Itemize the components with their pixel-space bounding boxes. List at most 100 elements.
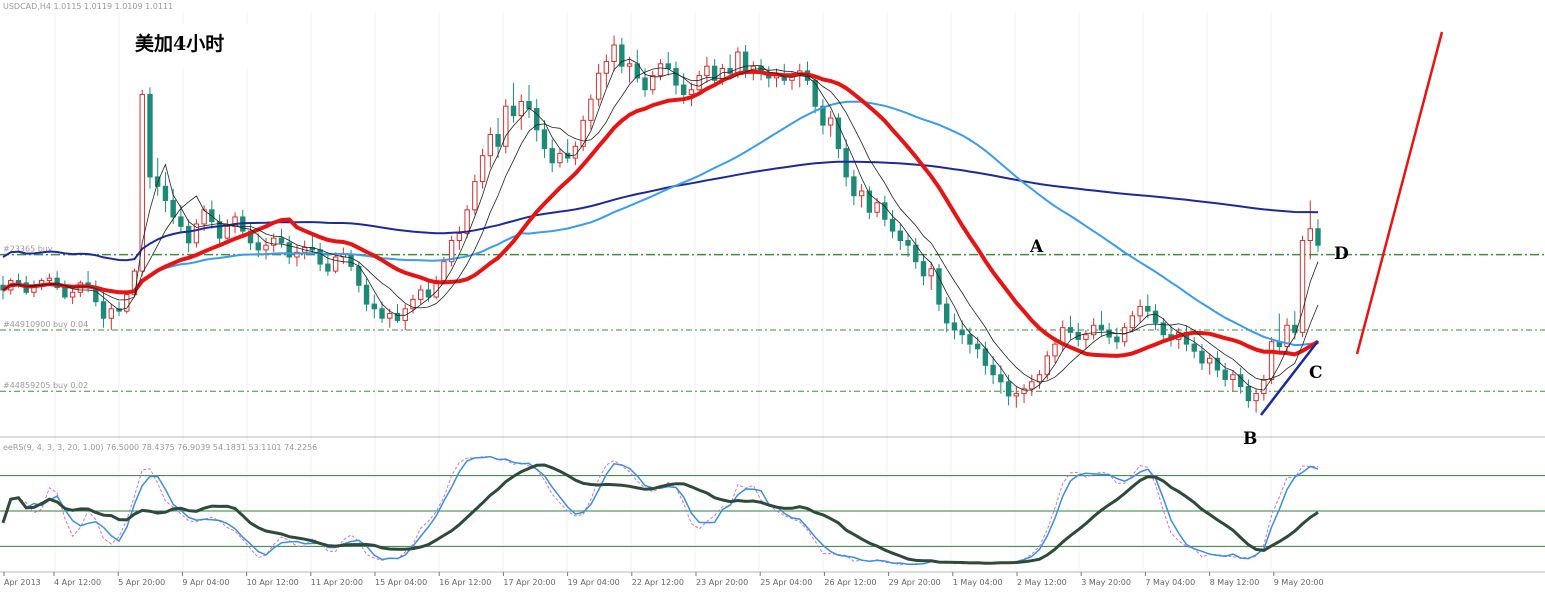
oscillator-label: eeRS(9, 4, 3, 3, 20, 1.00) 76.5000 78.43… bbox=[3, 443, 317, 452]
candle-body bbox=[990, 364, 996, 376]
candle-body bbox=[905, 239, 911, 246]
order-level-label: #23365 buy bbox=[3, 245, 53, 254]
x-tick-label: 9 May 20:00 bbox=[1274, 578, 1324, 587]
candle-body bbox=[1315, 228, 1321, 246]
ma-fastest-line bbox=[2, 58, 1319, 391]
candle-body bbox=[487, 133, 494, 157]
candle-body bbox=[1044, 355, 1050, 376]
candle-body bbox=[356, 265, 362, 286]
candle-body bbox=[255, 242, 261, 251]
candle-body bbox=[557, 152, 563, 164]
candle-body bbox=[170, 199, 176, 218]
candle-body bbox=[711, 65, 718, 81]
candle-body bbox=[418, 289, 424, 300]
candle-body bbox=[224, 225, 231, 239]
candle-body bbox=[518, 101, 524, 117]
candle-body bbox=[913, 244, 919, 263]
x-tick-label: 9 Apr 04:00 bbox=[182, 578, 229, 587]
candle-body bbox=[843, 148, 849, 178]
candle-body bbox=[642, 77, 648, 91]
candle-body bbox=[1207, 357, 1213, 364]
candle-body bbox=[263, 244, 269, 251]
candle-body bbox=[897, 230, 903, 241]
time-axis: Apr 2013 4 Apr 12:00 5 Apr 20:00 9 Apr 04:0… bbox=[3, 572, 1324, 587]
point-label-a: A bbox=[1029, 237, 1044, 257]
x-tick-label: 3 May 20:00 bbox=[1081, 578, 1131, 587]
candle-body bbox=[317, 249, 323, 265]
candle-body bbox=[549, 148, 555, 164]
candle-body bbox=[178, 216, 184, 227]
candle-body bbox=[673, 68, 679, 86]
candle-body bbox=[812, 79, 818, 107]
candle-body bbox=[1261, 378, 1267, 395]
x-tick-label: 16 Apr 12:00 bbox=[439, 578, 491, 587]
candle-body bbox=[46, 277, 53, 282]
candle-body bbox=[464, 209, 470, 234]
candle-body bbox=[139, 93, 145, 272]
x-tick-label: 22 Apr 12:00 bbox=[632, 578, 684, 587]
candle-body bbox=[1067, 327, 1074, 333]
candle-body bbox=[100, 301, 107, 319]
candle-body bbox=[1021, 388, 1027, 395]
candle-body bbox=[1160, 322, 1166, 336]
candle-body bbox=[510, 105, 517, 117]
candle-body bbox=[124, 294, 130, 312]
annotation-box bbox=[130, 24, 293, 68]
candle-body bbox=[982, 348, 989, 366]
x-tick-label: 5 Apr 20:00 bbox=[118, 578, 165, 587]
candle-body bbox=[936, 268, 942, 305]
candle-body bbox=[742, 51, 749, 72]
candle-body bbox=[650, 75, 656, 91]
candle-body bbox=[882, 202, 888, 220]
candle-body bbox=[448, 239, 455, 263]
candle-body bbox=[580, 119, 586, 147]
x-tick-label: Apr 2013 bbox=[4, 578, 41, 587]
candle-body bbox=[1299, 239, 1306, 333]
x-tick-label: 8 May 12:00 bbox=[1210, 578, 1260, 587]
candle-body bbox=[363, 284, 370, 305]
trend-line bbox=[1260, 340, 1319, 416]
x-tick-label: 19 Apr 04:00 bbox=[568, 578, 620, 587]
ma-medium-line bbox=[2, 100, 1319, 347]
candle-body bbox=[866, 190, 873, 213]
candle-body bbox=[62, 287, 68, 298]
candle-body bbox=[588, 98, 594, 121]
candle-body bbox=[441, 261, 447, 282]
point-label-c: C bbox=[1309, 363, 1323, 383]
projection-line bbox=[1355, 31, 1444, 355]
moving-averages bbox=[1, 58, 1319, 391]
candle-body bbox=[944, 303, 950, 324]
candle-body bbox=[1129, 315, 1136, 329]
candle-body bbox=[1307, 228, 1313, 241]
candle-body bbox=[688, 89, 695, 95]
candle-body bbox=[1083, 334, 1089, 340]
candle-body bbox=[286, 242, 292, 258]
candle-body bbox=[619, 44, 625, 67]
candle-body bbox=[1268, 341, 1275, 380]
candle-body bbox=[657, 63, 664, 77]
candle-body bbox=[108, 308, 114, 319]
point-label-d: D bbox=[1334, 244, 1349, 264]
candle-body bbox=[278, 237, 285, 244]
candle-body bbox=[232, 216, 238, 227]
candle-body bbox=[820, 105, 826, 126]
candle-body bbox=[1121, 327, 1128, 343]
x-tick-label: 25 Apr 04:00 bbox=[760, 578, 812, 587]
candle-body bbox=[325, 263, 331, 272]
ma-slow-line bbox=[2, 160, 1319, 262]
candle-body bbox=[704, 65, 710, 77]
candle-body bbox=[271, 237, 277, 246]
x-tick-label: 7 May 04:00 bbox=[1145, 578, 1195, 587]
candle-body bbox=[410, 298, 416, 310]
candle-body bbox=[147, 93, 153, 178]
x-tick-label: 11 Apr 20:00 bbox=[311, 578, 363, 587]
candle-body bbox=[1052, 343, 1058, 357]
candle-body bbox=[162, 185, 169, 201]
candle-body bbox=[503, 105, 509, 147]
candle-body bbox=[603, 60, 610, 74]
symbol-header: USDCAD,H4 1.0115 1.0119 1.0109 1.0111 bbox=[3, 2, 173, 11]
candle-body bbox=[920, 261, 927, 277]
candle-body bbox=[394, 313, 401, 322]
